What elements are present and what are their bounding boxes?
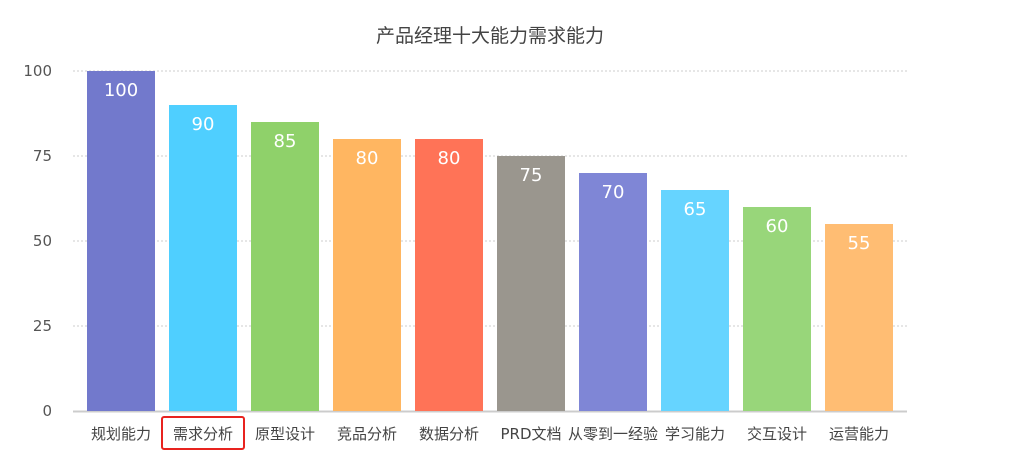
x-tick-label: 数据分析: [419, 425, 479, 443]
data-label: 85: [274, 131, 297, 152]
chart-title: 产品经理十大能力需求能力: [376, 25, 604, 47]
y-tick-label: 75: [33, 147, 52, 165]
data-label: 65: [684, 199, 707, 220]
y-tick-label: 50: [33, 232, 52, 250]
x-tick-label: 原型设计: [255, 425, 315, 443]
x-tick-label: PRD文档: [500, 425, 561, 443]
bar: [415, 139, 483, 411]
y-tick-label: 0: [42, 402, 52, 420]
y-tick-label: 25: [33, 317, 52, 335]
bar: [169, 105, 237, 411]
data-label: 80: [438, 148, 461, 169]
data-label: 80: [356, 148, 379, 169]
bar: [743, 207, 811, 411]
data-label: 75: [520, 165, 543, 186]
x-tick-label: 学习能力: [665, 425, 725, 443]
x-tick-label: 从零到一经验: [568, 425, 658, 443]
bar: [661, 190, 729, 411]
highlight-box: [161, 416, 245, 450]
x-tick-label: 需求分析: [173, 425, 233, 443]
data-label: 90: [192, 114, 215, 135]
x-tick-label: 交互设计: [747, 425, 807, 443]
x-tick-label: 竞品分析: [337, 425, 397, 443]
bar: [87, 71, 155, 411]
x-tick-label: 规划能力: [91, 425, 151, 443]
bar: [251, 122, 319, 411]
data-label: 55: [848, 233, 871, 254]
data-label: 60: [766, 216, 789, 237]
bar: [579, 173, 647, 411]
x-tick-label: 运营能力: [829, 425, 889, 443]
bar: [825, 224, 893, 411]
y-tick-label: 100: [23, 62, 52, 80]
bar: [333, 139, 401, 411]
data-label: 100: [104, 80, 138, 101]
data-label: 70: [602, 182, 625, 203]
bar: [497, 156, 565, 411]
